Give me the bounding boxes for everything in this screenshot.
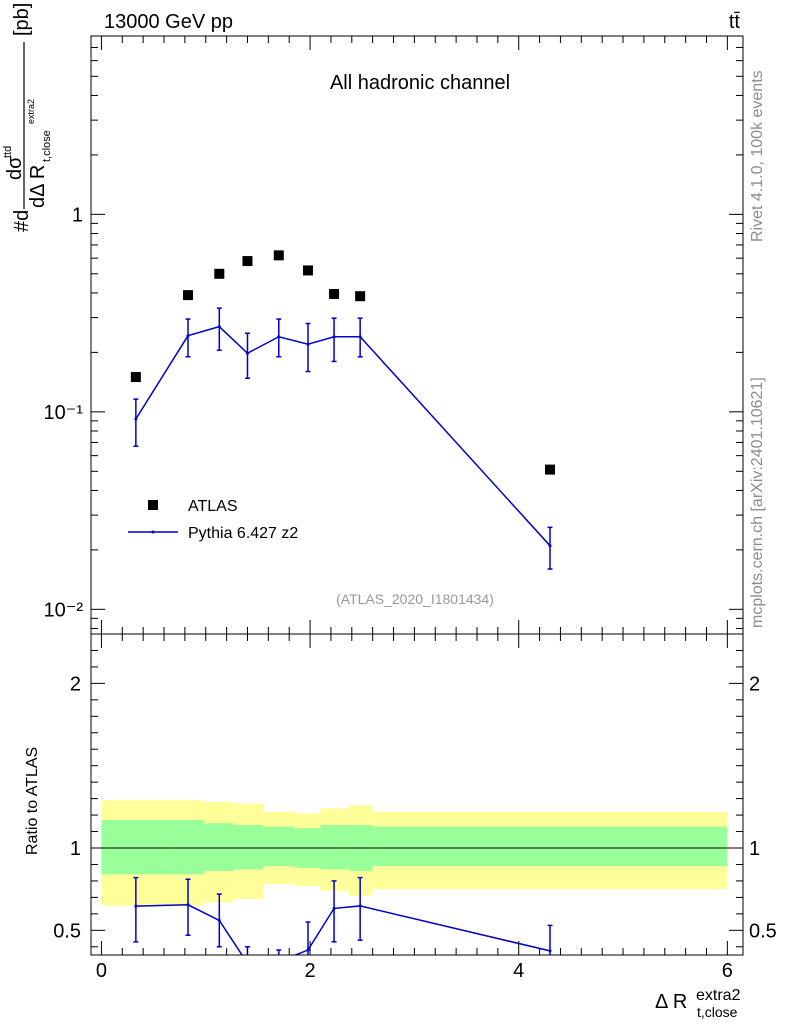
uncertainty-band-inner [203, 823, 234, 872]
ratio-panel: 0.5 0.5 1 1 2 2 0 2 4 6 Ratio to ATLAS [24, 633, 777, 982]
ratio-y-tick-label: 2 [749, 673, 760, 695]
ratio-y-tick-label: 0.5 [53, 920, 81, 942]
ratio-point [246, 962, 249, 965]
uncertainty-band-inner [372, 826, 728, 867]
ratio-y-tick-label: 1 [70, 838, 81, 860]
svg-text:t,close: t,close [41, 130, 53, 162]
ratio-point [217, 918, 221, 922]
svg-text:extra2: extra2 [696, 987, 741, 1004]
y-tick-label: 1 [72, 204, 83, 226]
x-tick-label: 6 [722, 960, 733, 982]
uncertainty-band-inner [233, 824, 264, 870]
pythia-point [217, 325, 221, 329]
legend-atlas-label: ATLAS [188, 498, 238, 515]
svg-text:dσ: dσ [4, 156, 26, 180]
x-tick-label: 4 [513, 960, 524, 982]
svg-text:t,close: t,close [697, 1004, 738, 1020]
ratio-line [135, 904, 551, 955]
x-tick-label: 0 [96, 960, 107, 982]
pythia-point [134, 417, 138, 421]
analysis-id: (ATLAS_2020_I1801434) [336, 591, 494, 607]
svg-text:[pb]: [pb] [11, 3, 33, 36]
svg-text:ttd: ttd [2, 146, 14, 158]
atlas-point [355, 291, 366, 302]
ratio-point [332, 906, 336, 910]
y-tick-label: 10⁻² [44, 599, 84, 621]
ratio-ylabel: Ratio to ATLAS [24, 747, 41, 855]
y-tick-label: 10⁻¹ [44, 402, 84, 424]
atlas-point [183, 290, 194, 301]
ratio-point [134, 904, 138, 908]
ratio-point [306, 948, 310, 952]
atlas-point [242, 256, 253, 267]
legend-pythia-label: Pythia 6.427 z2 [188, 525, 298, 542]
uncertainty-band-inner [263, 826, 295, 867]
pythia-point [332, 335, 336, 339]
process-label: tt̄ [729, 11, 741, 33]
ratio-y-tick-label: 0.5 [749, 920, 777, 942]
ratio-frame [90, 633, 744, 956]
legend-atlas-marker [148, 500, 158, 510]
rivet-label: Rivet 4.1.0, 100k events [749, 70, 766, 242]
legend-pythia-dot [151, 530, 155, 534]
legend: ATLAS Pythia 6.427 z2 [128, 498, 298, 542]
main-ylabel: #d dσ ttd dΔ R t,close extra2 [pb] [2, 3, 53, 232]
atlas-point [214, 268, 225, 279]
main-panel: All hadronic channel (ATLAS_2020_I180143… [2, 3, 744, 635]
pythia-point [358, 335, 362, 339]
pythia-point [277, 335, 281, 339]
pythia-point [186, 334, 190, 338]
ratio-point [358, 904, 362, 908]
uncertainty-band-inner [101, 820, 170, 875]
atlas-point [329, 289, 340, 300]
svg-text:#d: #d [11, 210, 33, 232]
svg-text:Δ R: Δ R [655, 991, 687, 1013]
ratio-y-tick-label: 1 [749, 838, 760, 860]
atlas-point [545, 464, 556, 475]
atlas-point [302, 265, 313, 276]
ratio-point [548, 949, 552, 953]
atlas-point [273, 250, 284, 261]
ratio-point [277, 960, 280, 963]
x-axis-label: Δ R extra2 t,close [655, 987, 741, 1020]
chart-title: All hadronic channel [330, 72, 510, 94]
uncertainty-band-inner [169, 820, 204, 875]
pythia-point [245, 351, 249, 355]
energy-label: 13000 GeV pp [104, 11, 233, 33]
pythia-point [306, 342, 310, 346]
ratio-y-tick-label: 2 [70, 673, 81, 695]
pythia-point [548, 544, 552, 548]
svg-text:dΔ R: dΔ R [27, 165, 49, 208]
svg-text:extra2: extra2 [26, 99, 36, 124]
x-tick-label: 2 [305, 960, 316, 982]
atlas-point [130, 372, 141, 383]
ratio-point [186, 903, 190, 907]
mcplots-label: mcplots.cern.ch [arXiv:2401.10621] [749, 377, 766, 628]
uncertainty-band-inner [320, 824, 349, 870]
